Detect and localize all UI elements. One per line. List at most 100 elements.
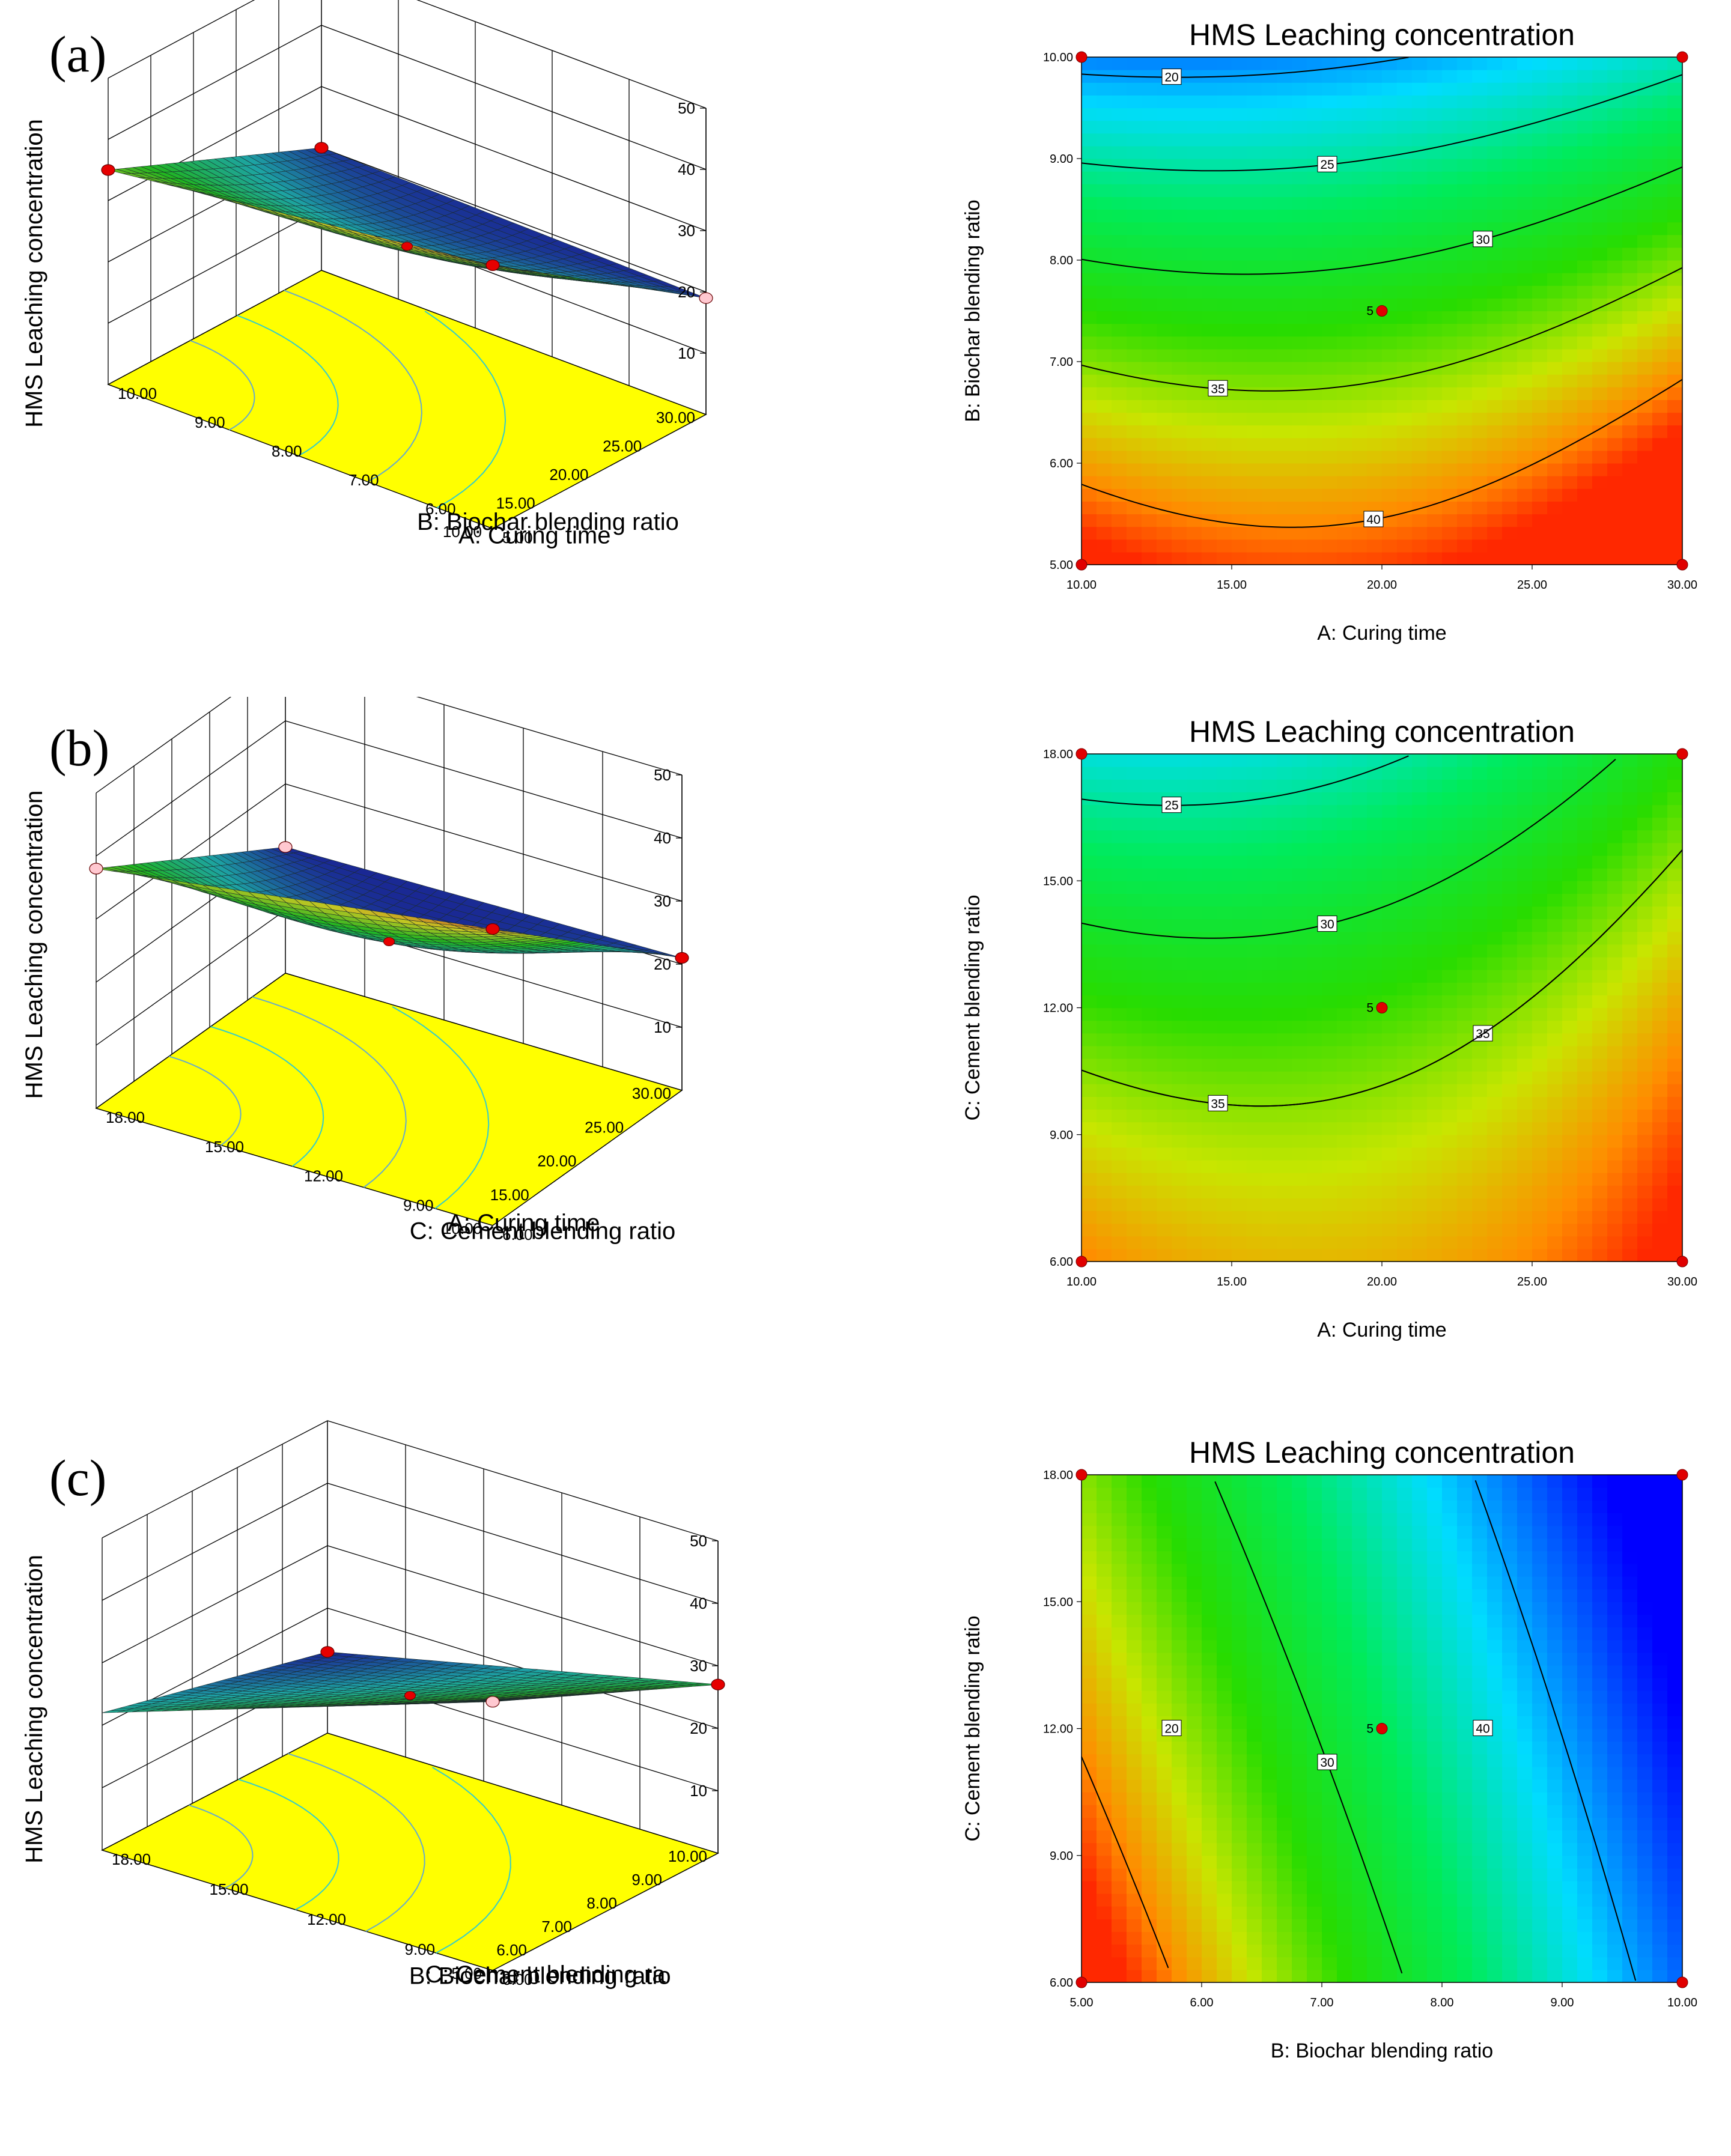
contour-fill-cell	[1382, 184, 1398, 197]
contour-fill-cell	[1637, 1198, 1653, 1212]
contour-fill-cell	[1112, 539, 1127, 553]
contour-fill-cell	[1247, 1020, 1262, 1034]
contour-fill-cell	[1097, 514, 1112, 527]
contour-fill-cell	[1277, 311, 1292, 324]
contour-fill-cell	[1307, 488, 1322, 502]
contour-fill-cell	[1217, 551, 1232, 565]
contour-fill-cell	[1487, 804, 1503, 818]
contour-fill-cell	[1157, 1223, 1172, 1237]
contour-fill-cell	[1502, 1160, 1518, 1173]
contour-fill-cell	[1142, 1147, 1157, 1161]
contour-fill-cell	[1652, 855, 1668, 869]
contour-fill-cell	[1142, 82, 1157, 96]
contour-fill-cell	[1157, 108, 1172, 121]
contour-fill-cell	[1667, 209, 1683, 223]
contour-fill-cell	[1517, 804, 1533, 818]
contour-fill-cell	[1142, 526, 1157, 540]
contour-fill-cell	[1412, 1236, 1428, 1250]
contour-fill-cell	[1577, 488, 1593, 502]
contour-fill-cell	[1382, 804, 1398, 818]
contour-fill-cell	[1247, 387, 1262, 400]
contour-fill-cell	[1262, 362, 1277, 375]
contour-fill-cell	[1487, 273, 1503, 286]
contour-fill-cell	[1262, 260, 1277, 273]
contour-fill-cell	[1337, 234, 1352, 248]
contour-fill-cell	[1577, 95, 1593, 109]
contour-fill-cell	[1547, 1185, 1563, 1198]
contour-fill-cell	[1097, 1122, 1112, 1135]
contour-fill-cell	[1142, 399, 1157, 413]
contour-fill-cell	[1577, 425, 1593, 439]
contour-fill-cell	[1382, 767, 1398, 780]
contour-fill-cell	[1262, 893, 1277, 907]
contour-fill-cell	[1397, 133, 1413, 147]
contour-fill-cell	[1472, 754, 1488, 767]
contour-fill-cell	[1142, 539, 1157, 553]
contour-fill-cell	[1112, 906, 1127, 920]
contour-fill-cell	[1127, 1007, 1142, 1021]
contour-fill-cell	[1367, 1223, 1383, 1237]
contour-fill-cell	[1517, 120, 1533, 134]
contour-fill-cell	[1142, 95, 1157, 109]
x-tick-label: 10.00	[443, 523, 482, 541]
contour-fill-cell	[1262, 1185, 1277, 1198]
x-tick-label: 20.00	[1367, 578, 1397, 592]
contour-fill-cell	[1562, 348, 1578, 362]
contour-fill-cell	[1382, 1020, 1398, 1034]
contour-label-box	[1473, 231, 1493, 247]
contour-fill-cell	[1502, 1223, 1518, 1237]
contour-fill-cell	[1262, 247, 1277, 261]
contour-fill-cell	[1307, 1223, 1322, 1237]
design-point-marker	[278, 841, 293, 853]
contour-fill-cell	[1487, 1236, 1503, 1250]
contour-fill-cell	[1592, 260, 1608, 273]
contour-fill-cell	[1172, 906, 1187, 920]
contour-fill-cell	[1352, 133, 1367, 147]
contour-fill-cell	[1652, 82, 1668, 96]
contour-fill-cell	[1487, 196, 1503, 210]
contour-fill-cell	[1517, 362, 1533, 375]
contour-fill-cell	[1232, 539, 1247, 553]
contour-fill-cell	[1502, 767, 1518, 780]
contour-fill-cell	[1262, 387, 1277, 400]
contour-fill-cell	[1127, 1147, 1142, 1161]
contour-fill-cell	[1442, 260, 1458, 273]
contour-plot-a: HMS Leaching concentration202530354010.0…	[961, 18, 1697, 645]
contour-fill-cell	[1337, 1223, 1352, 1237]
contour-fill-cell	[1187, 70, 1202, 83]
contour-fill-cell	[1112, 463, 1127, 476]
center-point-label: 5	[1366, 1001, 1374, 1015]
contour-fill-cell	[1337, 501, 1352, 515]
contour-fill-cell	[1397, 1058, 1413, 1072]
contour-fill-cell	[1097, 1134, 1112, 1148]
contour-fill-cell	[1427, 336, 1443, 350]
contour-label-box	[1317, 156, 1337, 172]
contour-fill-cell	[1097, 1160, 1112, 1173]
contour-fill-cell	[1622, 1173, 1638, 1186]
contour-fill-cell	[1322, 855, 1337, 869]
contour-fill-cell	[1592, 514, 1608, 527]
contour-fill-cell	[1157, 273, 1172, 286]
contour-fill-cell	[1607, 196, 1623, 210]
contour-fill-cell	[1622, 1236, 1638, 1250]
contour-fill-cell	[1112, 412, 1127, 426]
contour-fill-cell	[1502, 906, 1518, 920]
contour-fill-cell	[1142, 970, 1157, 983]
contour-fill-cell	[1112, 285, 1127, 299]
contour-fill-cell	[1367, 779, 1383, 792]
contour-fill-cell	[1487, 893, 1503, 907]
contour-fill-cell	[1517, 767, 1533, 780]
contour-fill-cell	[1142, 348, 1157, 362]
contour-fill-cell	[1412, 450, 1428, 464]
contour-fill-cell	[1157, 425, 1172, 439]
contour-fill-cell	[1397, 234, 1413, 248]
contour-fill-cell	[1457, 108, 1473, 121]
contour-fill-cell	[1277, 893, 1292, 907]
contour-fill-cell	[1232, 1198, 1247, 1212]
contour-fill-cell	[1472, 551, 1488, 565]
contour-fill-cell	[1532, 1185, 1548, 1198]
contour-fill-cell	[1577, 1020, 1593, 1034]
contour-fill-cell	[1187, 145, 1202, 159]
contour-fill-cell	[1127, 830, 1142, 843]
contour-fill-cell	[1187, 159, 1202, 172]
